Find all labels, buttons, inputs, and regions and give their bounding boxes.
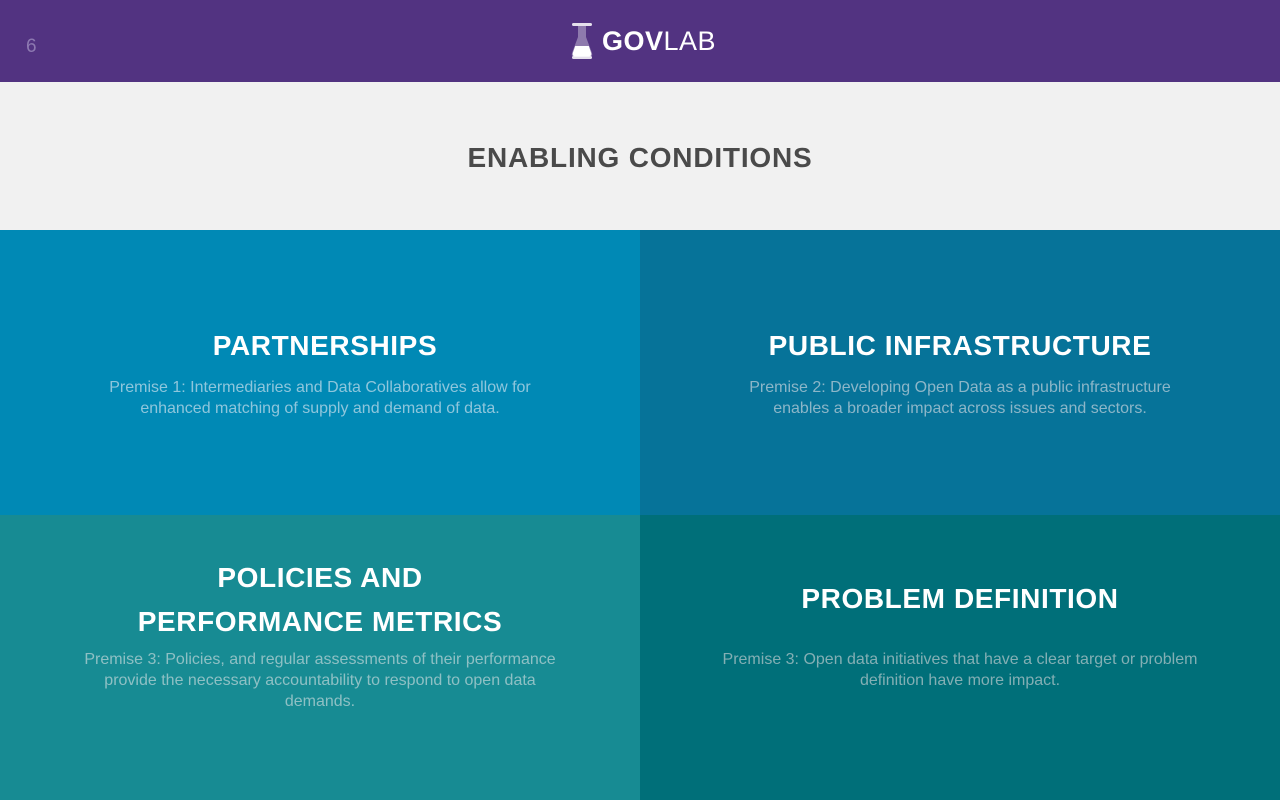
quadrant-title-line: POLICIES AND bbox=[217, 562, 423, 593]
govlab-logo: GOV LAB bbox=[571, 23, 716, 59]
quadrant-title: PROBLEM DEFINITION bbox=[640, 577, 1280, 621]
logo-wordmark: GOV LAB bbox=[602, 23, 716, 59]
quadrant-title: PUBLIC INFRASTRUCTURE bbox=[640, 324, 1280, 368]
quadrant-premise: Premise 3: Policies, and regular assessm… bbox=[84, 651, 556, 710]
quadrant-partnerships: PARTNERSHIPS Premise 1: Intermediaries a… bbox=[0, 230, 640, 515]
quadrant-title: POLICIES AND PERFORMANCE METRICS bbox=[0, 556, 640, 644]
quadrant-title-line: PARTNERSHIPS bbox=[212, 330, 438, 361]
quadrant-problem-definition: PROBLEM DEFINITION Premise 3: Open data … bbox=[640, 515, 1280, 800]
header-bar: 6 GOV LAB bbox=[0, 0, 1280, 82]
title-band: ENABLING CONDITIONS bbox=[0, 82, 1280, 230]
slide-title: ENABLING CONDITIONS bbox=[467, 142, 813, 173]
quadrant-title: PARTNERSHIPS bbox=[0, 324, 640, 368]
quadrant-premise: Premise 2: Developing Open Data as a pub… bbox=[749, 379, 1171, 417]
quadrant-title-line: PUBLIC INFRASTRUCTURE bbox=[768, 330, 1152, 361]
quadrant-title-line: PROBLEM DEFINITION bbox=[801, 583, 1119, 614]
quadrant-policies-metrics: POLICIES AND PERFORMANCE METRICS Premise… bbox=[0, 515, 640, 800]
quadrant-premise: Premise 1: Intermediaries and Data Colla… bbox=[109, 379, 531, 417]
logo-text-gov: GOV bbox=[602, 26, 664, 56]
page-number: 6 bbox=[26, 36, 37, 57]
quadrant-public-infrastructure: PUBLIC INFRASTRUCTURE Premise 2: Develop… bbox=[640, 230, 1280, 515]
quadrant-title-line: PERFORMANCE METRICS bbox=[137, 606, 503, 637]
logo-text-lab: LAB bbox=[663, 26, 717, 56]
quadrant-premise: Premise 3: Open data initiatives that ha… bbox=[722, 651, 1198, 689]
flask-icon bbox=[571, 23, 593, 59]
